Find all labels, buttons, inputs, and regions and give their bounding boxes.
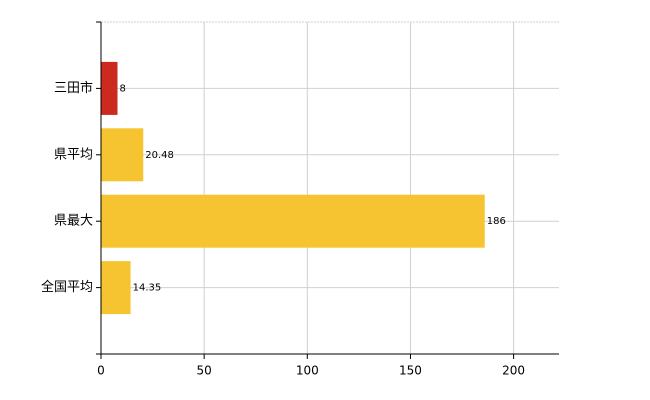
value-label: 14.35: [133, 283, 162, 294]
bar: [101, 261, 131, 315]
y-tick-label: 県平均: [54, 147, 93, 162]
value-label: 8: [120, 83, 126, 94]
x-tick-label: 50: [197, 364, 212, 378]
x-tick-label: 150: [399, 364, 422, 378]
value-label: 186: [487, 216, 506, 227]
value-label: 20.48: [145, 150, 174, 161]
x-tick-label: 0: [97, 364, 105, 378]
y-tick-label: 県最大: [54, 214, 93, 229]
x-tick-label: 200: [502, 364, 525, 378]
y-tick-label: 全国平均: [41, 279, 93, 295]
y-tick-label: 三田市: [54, 80, 93, 96]
bar: [101, 128, 144, 182]
bar: [101, 194, 485, 248]
bar: [101, 61, 118, 115]
x-tick-label: 100: [296, 364, 319, 378]
